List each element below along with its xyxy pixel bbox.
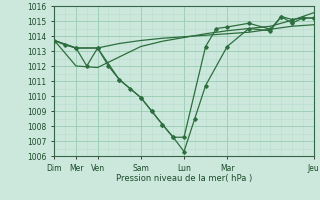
X-axis label: Pression niveau de la mer( hPa ): Pression niveau de la mer( hPa ) (116, 174, 252, 183)
